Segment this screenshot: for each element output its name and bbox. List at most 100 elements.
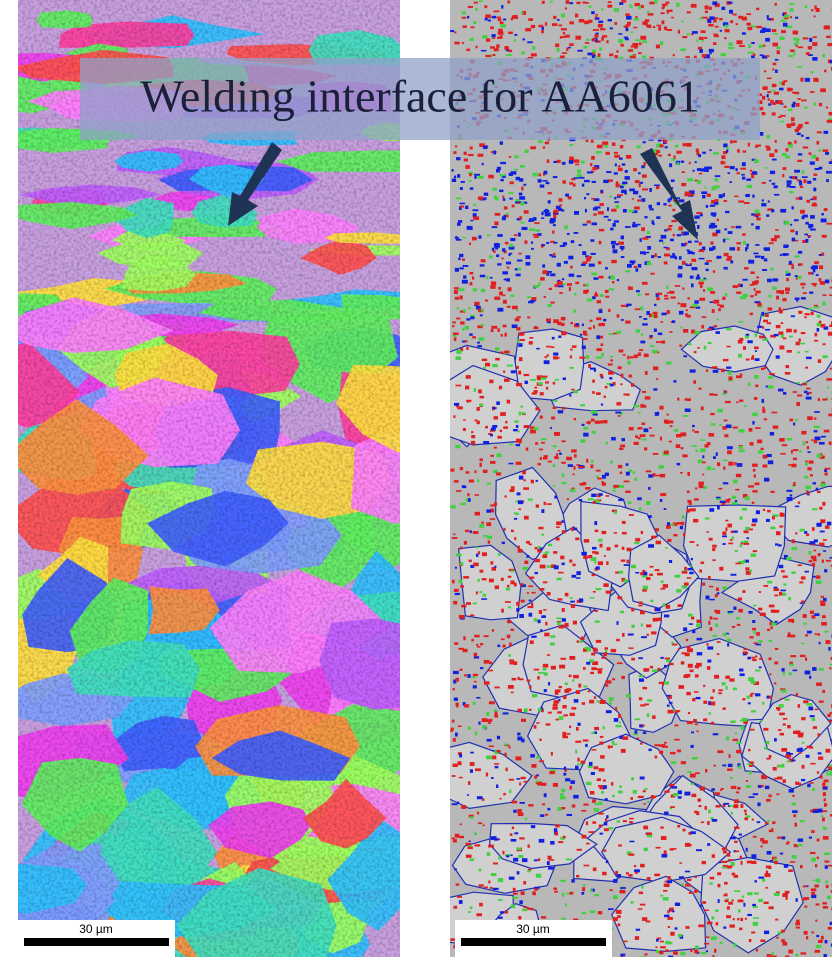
speck bbox=[544, 502, 546, 505]
speck bbox=[469, 333, 472, 335]
speck bbox=[758, 608, 762, 611]
speck bbox=[733, 688, 737, 690]
speck bbox=[798, 704, 800, 708]
speck bbox=[653, 366, 658, 370]
speck bbox=[801, 600, 804, 603]
speck bbox=[634, 478, 637, 481]
speck bbox=[466, 602, 471, 605]
speck bbox=[567, 233, 570, 235]
speck bbox=[521, 406, 523, 408]
speck bbox=[609, 377, 612, 379]
speck bbox=[800, 283, 805, 286]
speck bbox=[718, 308, 721, 311]
speck bbox=[646, 577, 650, 580]
speck bbox=[450, 469, 454, 472]
speck bbox=[810, 229, 816, 231]
speck bbox=[572, 575, 577, 578]
speck bbox=[798, 46, 804, 48]
speck bbox=[462, 17, 467, 19]
speck bbox=[523, 781, 527, 783]
speck bbox=[699, 282, 704, 285]
speck bbox=[762, 840, 768, 843]
speck bbox=[695, 876, 697, 878]
speck bbox=[637, 199, 641, 201]
speck bbox=[634, 865, 636, 867]
speck bbox=[635, 308, 641, 310]
speck bbox=[547, 808, 550, 810]
speck bbox=[825, 26, 831, 30]
speck bbox=[563, 836, 566, 838]
speck bbox=[482, 163, 484, 165]
speck bbox=[476, 591, 478, 594]
speck bbox=[477, 342, 480, 344]
speck bbox=[600, 736, 603, 738]
speck bbox=[732, 873, 736, 876]
speck bbox=[587, 256, 592, 259]
speck bbox=[535, 559, 540, 562]
speck bbox=[534, 775, 537, 778]
speck bbox=[455, 445, 460, 448]
speck bbox=[625, 38, 629, 40]
speck bbox=[691, 259, 696, 262]
speck bbox=[595, 610, 598, 612]
speck bbox=[569, 182, 573, 185]
speck bbox=[645, 293, 649, 295]
speck bbox=[756, 510, 760, 514]
speck bbox=[649, 566, 653, 568]
speck bbox=[714, 17, 718, 19]
speck bbox=[548, 544, 552, 546]
speck bbox=[545, 381, 549, 383]
speck bbox=[598, 211, 604, 214]
speck bbox=[747, 23, 751, 26]
speck bbox=[540, 565, 546, 569]
speck bbox=[728, 47, 734, 49]
speck bbox=[690, 565, 692, 567]
speck bbox=[702, 474, 704, 476]
speck bbox=[570, 597, 573, 599]
speck bbox=[614, 172, 618, 174]
speck bbox=[762, 399, 765, 403]
speck bbox=[809, 551, 812, 555]
speck bbox=[519, 442, 521, 444]
speck bbox=[710, 627, 713, 631]
speck bbox=[755, 244, 759, 246]
speck bbox=[625, 491, 631, 493]
speck bbox=[619, 722, 621, 724]
speck bbox=[737, 624, 741, 626]
speck bbox=[815, 950, 820, 953]
speck bbox=[608, 1, 612, 3]
speck bbox=[497, 17, 501, 19]
speck bbox=[692, 630, 695, 633]
speck bbox=[461, 503, 466, 506]
speck bbox=[738, 201, 744, 203]
speck bbox=[798, 251, 802, 254]
speck bbox=[772, 112, 776, 115]
speck bbox=[467, 493, 469, 496]
speck bbox=[653, 473, 656, 476]
speck bbox=[631, 383, 634, 387]
speck bbox=[772, 516, 775, 519]
speck bbox=[618, 165, 620, 168]
speck bbox=[775, 919, 778, 921]
speck bbox=[680, 48, 686, 51]
speck bbox=[766, 758, 770, 760]
speck bbox=[518, 709, 522, 712]
speck bbox=[786, 278, 789, 281]
speck bbox=[514, 420, 518, 422]
speck bbox=[536, 874, 541, 878]
speck bbox=[491, 326, 497, 329]
speck bbox=[696, 849, 702, 851]
speck bbox=[583, 556, 588, 559]
speck bbox=[494, 709, 498, 711]
speck bbox=[712, 246, 715, 250]
speck bbox=[504, 351, 510, 354]
speck bbox=[544, 793, 547, 797]
speck bbox=[748, 260, 754, 264]
speck bbox=[713, 733, 719, 735]
speck bbox=[736, 292, 741, 294]
speck bbox=[651, 255, 654, 258]
speck bbox=[626, 155, 631, 159]
speck bbox=[576, 727, 579, 731]
speck bbox=[810, 852, 816, 854]
speck bbox=[667, 539, 671, 542]
